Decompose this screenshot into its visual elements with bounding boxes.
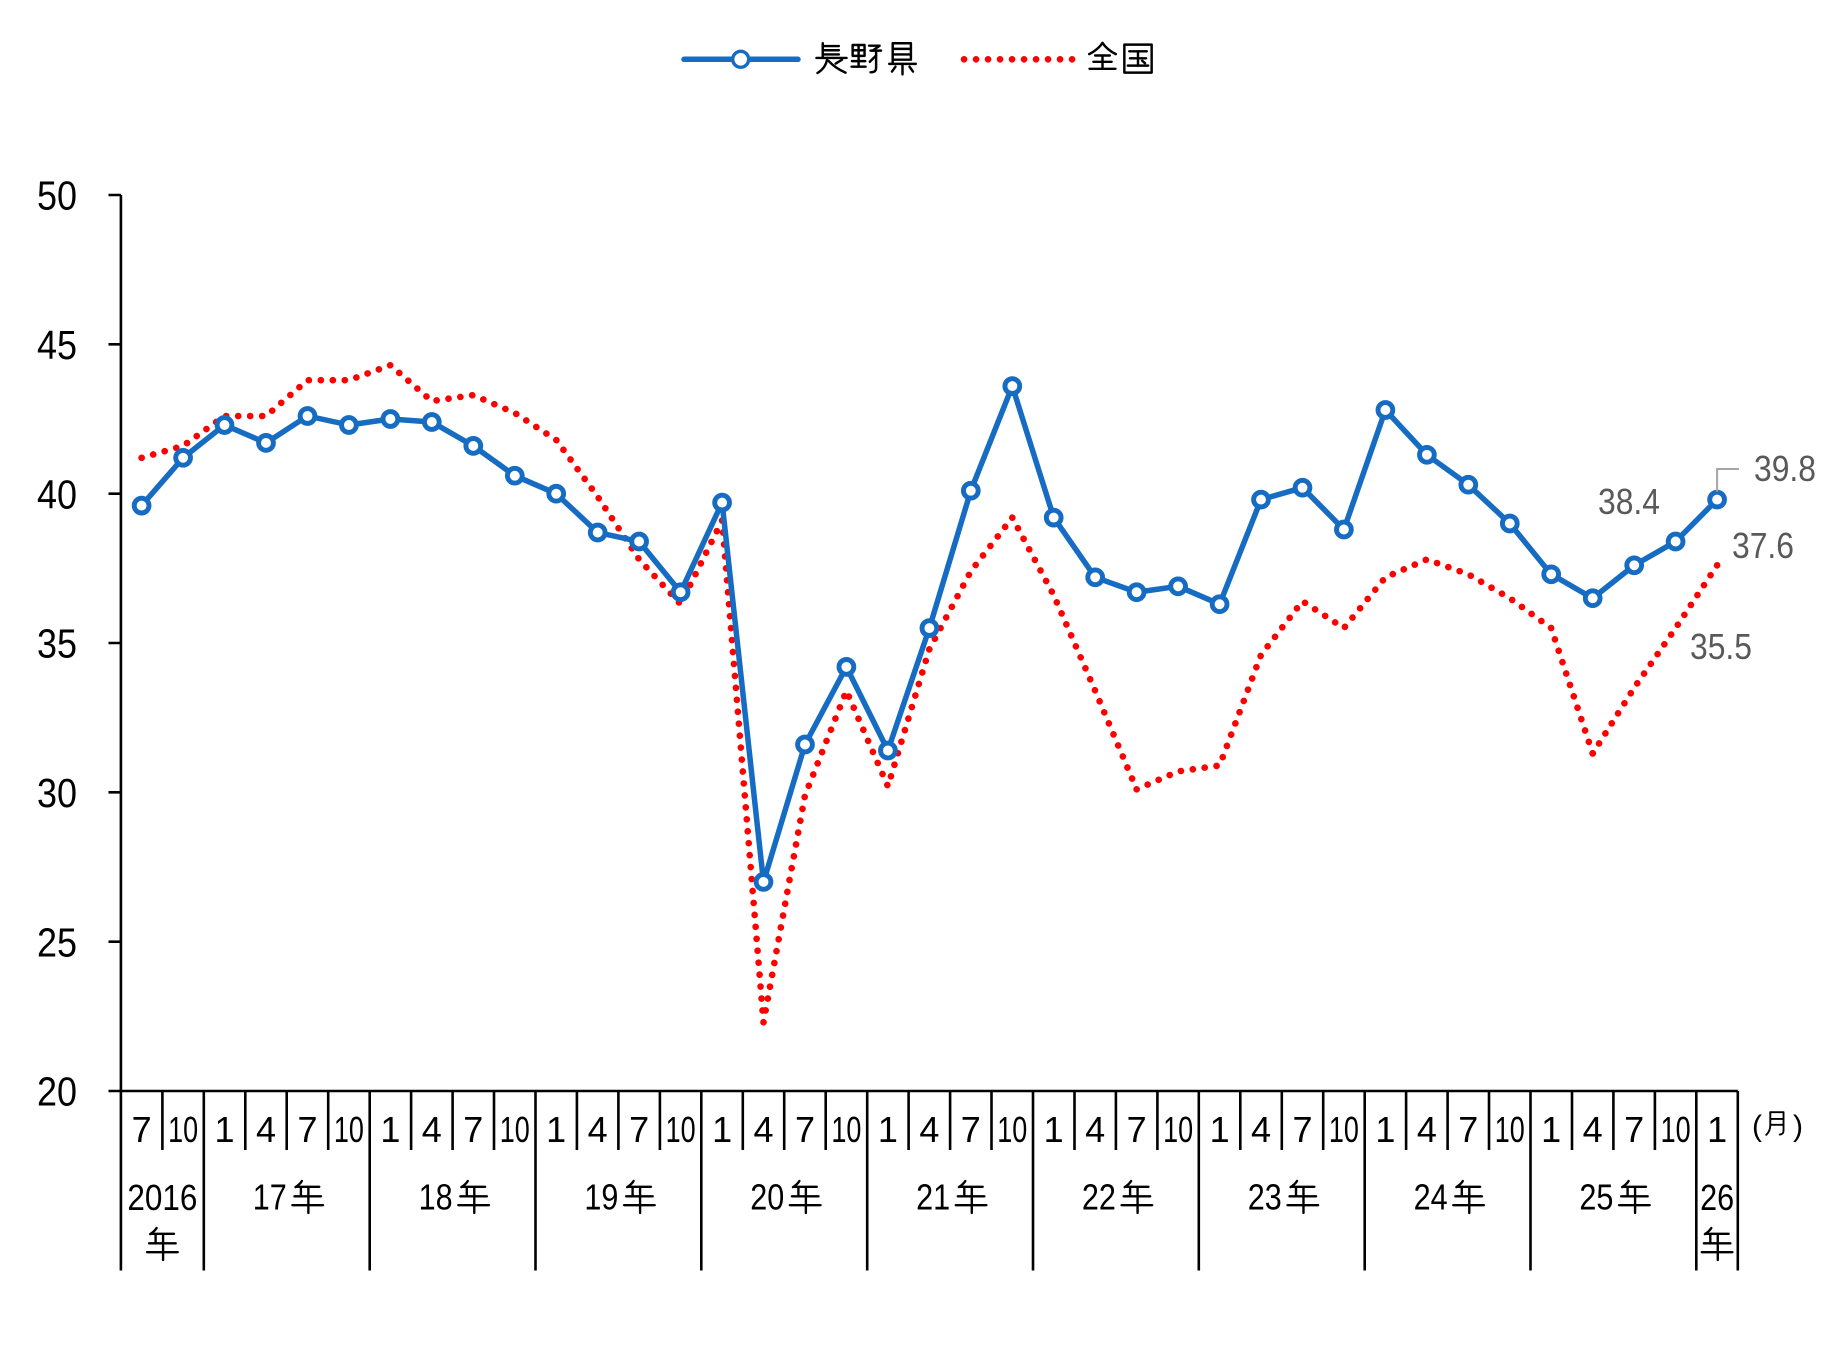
svg-text:23: 23 [1248,1177,1282,1218]
svg-text:25: 25 [37,919,77,965]
svg-text:7: 7 [1292,1109,1312,1150]
svg-text:1: 1 [878,1109,898,1150]
svg-text:10: 10 [1163,1109,1193,1150]
svg-text:7: 7 [1458,1109,1478,1150]
svg-text:24: 24 [1414,1177,1448,1218]
svg-text:7: 7 [961,1109,981,1150]
svg-text:21: 21 [916,1177,950,1218]
svg-text:10: 10 [1495,1109,1525,1150]
svg-text:20: 20 [37,1069,77,1115]
svg-text:25: 25 [1579,1177,1613,1218]
svg-text:17: 17 [253,1177,287,1218]
svg-text:10: 10 [334,1109,364,1150]
svg-text:20: 20 [750,1177,784,1218]
svg-text:35: 35 [37,621,77,667]
svg-text:10: 10 [997,1109,1027,1150]
svg-text:10: 10 [1329,1109,1359,1150]
svg-text:35.5: 35.5 [1690,626,1752,667]
svg-text:10: 10 [168,1109,198,1150]
svg-text:1: 1 [712,1109,732,1150]
svg-text:38.4: 38.4 [1598,481,1660,522]
svg-text:(: ( [1752,1110,1762,1143]
svg-text:1: 1 [546,1109,566,1150]
svg-text:1: 1 [1541,1109,1561,1150]
svg-text:2016: 2016 [127,1177,197,1218]
svg-text:4: 4 [1085,1109,1105,1150]
svg-text:4: 4 [753,1109,773,1150]
svg-text:): ) [1793,1110,1803,1143]
svg-text:1: 1 [380,1109,400,1150]
svg-text:26: 26 [1700,1177,1734,1218]
svg-text:4: 4 [422,1109,442,1150]
svg-text:7: 7 [795,1109,815,1150]
svg-text:7: 7 [463,1109,483,1150]
svg-text:37.6: 37.6 [1732,525,1794,566]
svg-text:4: 4 [919,1109,939,1150]
svg-text:4: 4 [1583,1109,1603,1150]
svg-text:1: 1 [214,1109,234,1150]
svg-text:1: 1 [1210,1109,1230,1150]
svg-text:50: 50 [37,173,77,219]
svg-text:10: 10 [666,1109,696,1150]
svg-text:10: 10 [1661,1109,1691,1150]
svg-text:18: 18 [419,1177,453,1218]
svg-text:7: 7 [1127,1109,1147,1150]
svg-text:1: 1 [1707,1109,1727,1150]
svg-text:19: 19 [584,1177,618,1218]
svg-text:1: 1 [1375,1109,1395,1150]
svg-text:30: 30 [37,770,77,816]
svg-text:7: 7 [132,1109,152,1150]
svg-text:4: 4 [1417,1109,1437,1150]
svg-text:22: 22 [1082,1177,1116,1218]
svg-text:7: 7 [297,1109,317,1150]
svg-text:39.8: 39.8 [1754,448,1816,489]
svg-text:4: 4 [588,1109,608,1150]
svg-text:45: 45 [37,322,77,368]
svg-text:7: 7 [1624,1109,1644,1150]
svg-text:4: 4 [1251,1109,1271,1150]
svg-text:1: 1 [1044,1109,1064,1150]
svg-text:40: 40 [37,471,77,517]
svg-text:7: 7 [629,1109,649,1150]
svg-text:10: 10 [500,1109,530,1150]
svg-text:10: 10 [831,1109,861,1150]
svg-text:4: 4 [256,1109,276,1150]
